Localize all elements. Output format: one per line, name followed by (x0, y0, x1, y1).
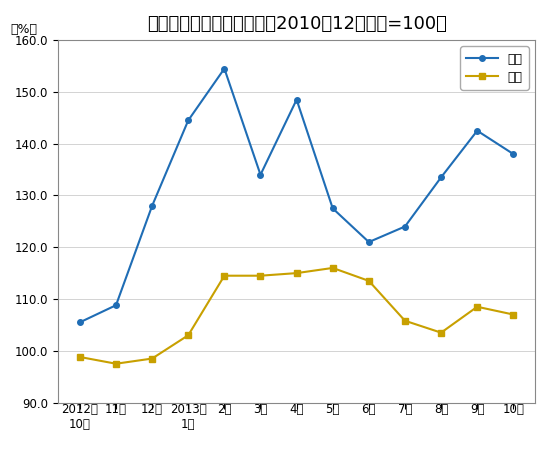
鲜菜 (329, 206, 336, 211)
鲜菜 (474, 128, 481, 134)
Title: 鲜菜、鲜果价格变动情况（2010年12月价格=100）: 鲜菜、鲜果价格变动情况（2010年12月价格=100） (147, 15, 447, 33)
鲜菜 (366, 239, 372, 245)
鲜菜 (293, 97, 300, 102)
Line: 鲜菜: 鲜菜 (77, 66, 516, 325)
Text: 11月: 11月 (105, 402, 127, 416)
Text: 8月: 8月 (434, 402, 448, 416)
鲜菜 (510, 151, 516, 157)
Text: （%）: （%） (10, 24, 37, 36)
Text: 4月: 4月 (289, 402, 304, 416)
鲜果 (474, 304, 481, 310)
鲜果 (366, 278, 372, 284)
Text: 2013年
1月: 2013年 1月 (170, 402, 207, 430)
Text: 5月: 5月 (326, 402, 340, 416)
鲜果 (257, 273, 264, 279)
Text: 12月: 12月 (141, 402, 163, 416)
Text: 10月: 10月 (502, 402, 524, 416)
鲜果 (76, 354, 83, 360)
鲜菜 (221, 66, 228, 72)
鲜果 (221, 273, 228, 279)
鲜菜 (185, 118, 191, 123)
鲜果 (402, 318, 408, 324)
Text: 9月: 9月 (470, 402, 485, 416)
鲜菜 (76, 319, 83, 325)
Text: 6月: 6月 (361, 402, 376, 416)
鲜菜 (402, 224, 408, 229)
鲜果 (185, 332, 191, 338)
鲜果 (113, 361, 119, 366)
Legend: 鲜菜, 鲜果: 鲜菜, 鲜果 (460, 46, 529, 90)
Text: 7月: 7月 (398, 402, 412, 416)
Text: 2012年
10月: 2012年 10月 (62, 402, 98, 430)
鲜菜 (149, 203, 156, 209)
鲜菜 (113, 302, 119, 308)
Line: 鲜果: 鲜果 (77, 265, 516, 366)
鲜果 (510, 312, 516, 318)
鲜果 (329, 265, 336, 271)
鲜菜 (257, 172, 264, 178)
Text: 2月: 2月 (217, 402, 232, 416)
鲜菜 (438, 174, 444, 180)
鲜果 (293, 270, 300, 276)
Text: 3月: 3月 (254, 402, 268, 416)
鲜果 (149, 356, 156, 361)
鲜果 (438, 330, 444, 336)
